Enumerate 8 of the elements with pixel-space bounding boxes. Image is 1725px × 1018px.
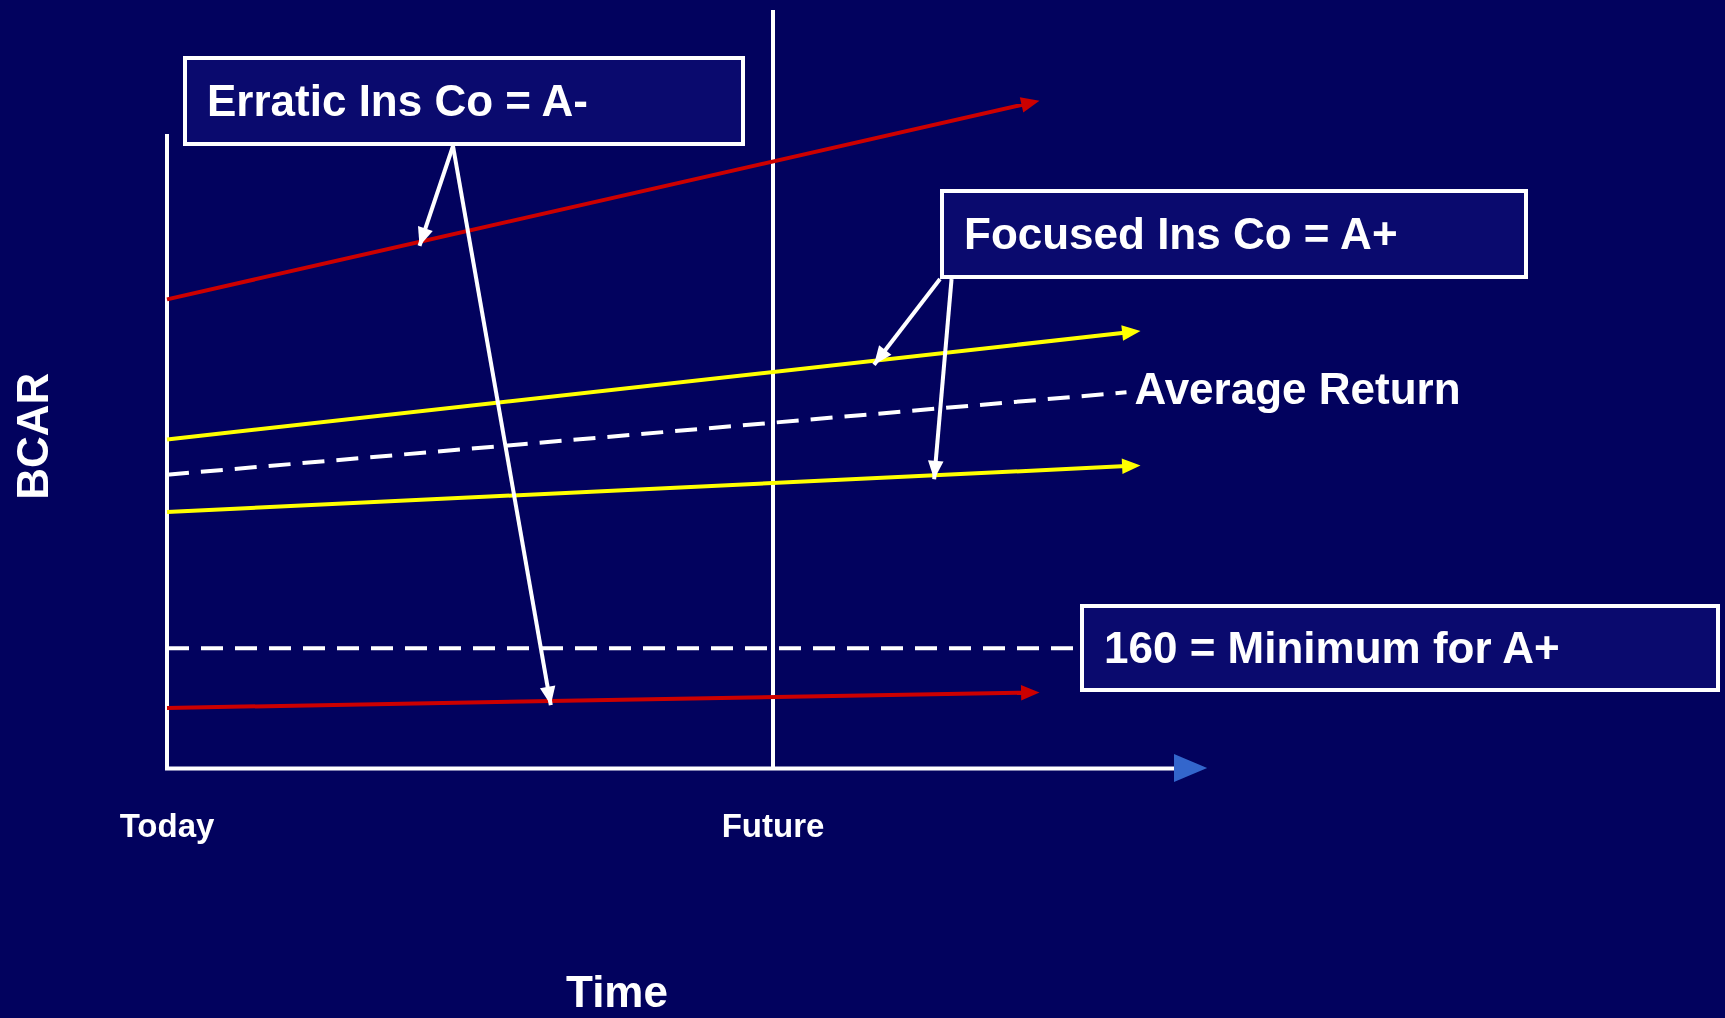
callout-box: Focused Ins Co = A+ (940, 189, 1528, 279)
x-tick-label: Future (721, 807, 825, 845)
callout-box: Erratic Ins Co = A- (183, 56, 745, 146)
x-axis-title: Time (566, 967, 668, 1017)
y-axis-title: BCAR (8, 372, 58, 500)
x-tick-label: Today (119, 807, 216, 845)
series-label: Average Return (1134, 364, 1461, 414)
callout-box: 160 = Minimum for A+ (1080, 604, 1720, 693)
